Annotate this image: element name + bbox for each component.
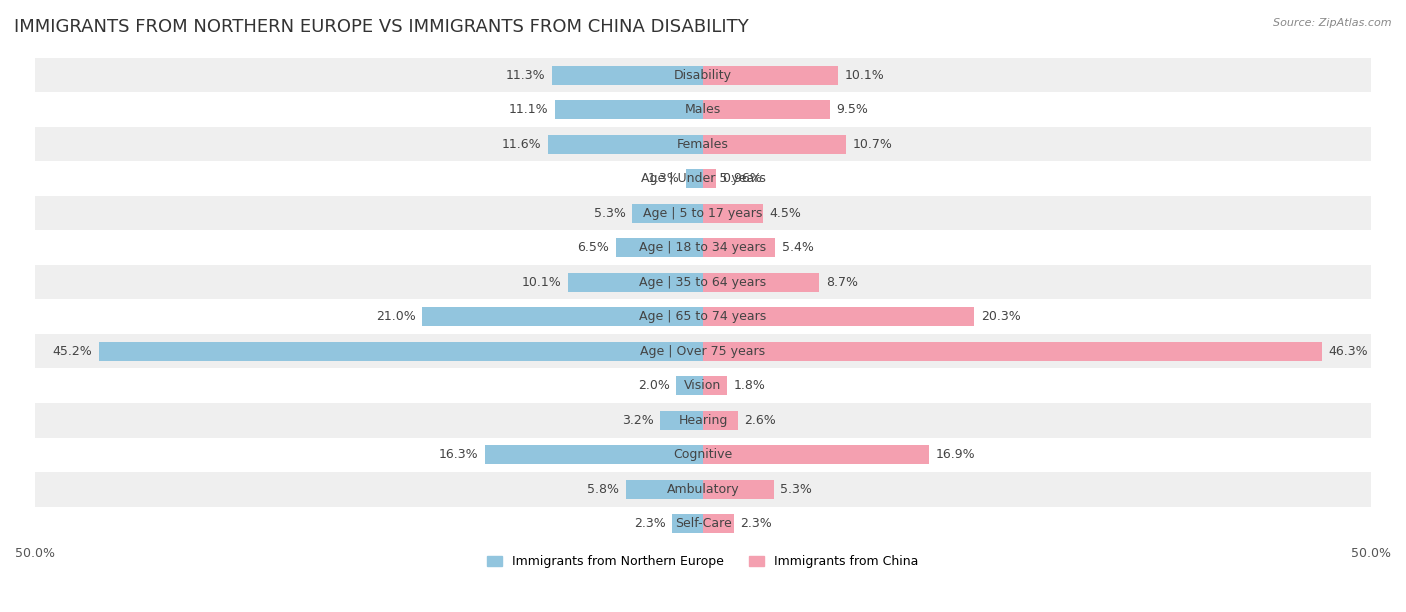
- Bar: [35, 127, 1371, 162]
- Bar: [703, 514, 734, 533]
- Bar: [703, 65, 838, 84]
- Bar: [633, 204, 703, 223]
- Text: 4.5%: 4.5%: [770, 207, 801, 220]
- Bar: [703, 238, 775, 257]
- Bar: [568, 273, 703, 292]
- Bar: [703, 376, 727, 395]
- Bar: [703, 204, 763, 223]
- Text: Males: Males: [685, 103, 721, 116]
- Bar: [703, 307, 974, 326]
- Text: 46.3%: 46.3%: [1329, 345, 1368, 358]
- Text: Vision: Vision: [685, 379, 721, 392]
- Bar: [703, 100, 830, 119]
- Text: 1.3%: 1.3%: [647, 172, 679, 185]
- Text: Age | Over 75 years: Age | Over 75 years: [641, 345, 765, 358]
- Text: Age | 65 to 74 years: Age | 65 to 74 years: [640, 310, 766, 323]
- Bar: [686, 169, 703, 188]
- Bar: [672, 514, 703, 533]
- Text: Age | 18 to 34 years: Age | 18 to 34 years: [640, 241, 766, 254]
- Text: 20.3%: 20.3%: [981, 310, 1021, 323]
- Text: Source: ZipAtlas.com: Source: ZipAtlas.com: [1274, 18, 1392, 28]
- Legend: Immigrants from Northern Europe, Immigrants from China: Immigrants from Northern Europe, Immigra…: [482, 550, 924, 573]
- Text: 45.2%: 45.2%: [52, 345, 93, 358]
- Bar: [35, 403, 1371, 438]
- Text: Cognitive: Cognitive: [673, 448, 733, 461]
- Text: 10.1%: 10.1%: [522, 275, 561, 289]
- Bar: [703, 135, 846, 154]
- Text: 11.3%: 11.3%: [506, 69, 546, 81]
- Text: 5.8%: 5.8%: [586, 483, 619, 496]
- Text: 9.5%: 9.5%: [837, 103, 869, 116]
- Bar: [676, 376, 703, 395]
- Text: Hearing: Hearing: [678, 414, 728, 427]
- Text: 2.3%: 2.3%: [634, 517, 665, 531]
- Bar: [703, 446, 929, 465]
- Text: 2.0%: 2.0%: [638, 379, 669, 392]
- Text: IMMIGRANTS FROM NORTHERN EUROPE VS IMMIGRANTS FROM CHINA DISABILITY: IMMIGRANTS FROM NORTHERN EUROPE VS IMMIG…: [14, 18, 749, 36]
- Bar: [703, 411, 738, 430]
- Bar: [555, 100, 703, 119]
- Bar: [703, 480, 773, 499]
- Bar: [35, 368, 1371, 403]
- Text: Age | 35 to 64 years: Age | 35 to 64 years: [640, 275, 766, 289]
- Bar: [661, 411, 703, 430]
- Bar: [35, 507, 1371, 541]
- Text: 5.3%: 5.3%: [780, 483, 813, 496]
- Bar: [100, 341, 703, 360]
- Text: 21.0%: 21.0%: [375, 310, 416, 323]
- Text: 6.5%: 6.5%: [578, 241, 609, 254]
- Text: 11.6%: 11.6%: [502, 138, 541, 151]
- Text: Females: Females: [678, 138, 728, 151]
- Bar: [35, 472, 1371, 507]
- Bar: [35, 58, 1371, 92]
- Bar: [422, 307, 703, 326]
- Bar: [35, 438, 1371, 472]
- Text: Age | 5 to 17 years: Age | 5 to 17 years: [644, 207, 762, 220]
- Bar: [35, 334, 1371, 368]
- Bar: [703, 273, 820, 292]
- Bar: [703, 169, 716, 188]
- Text: Ambulatory: Ambulatory: [666, 483, 740, 496]
- Text: Disability: Disability: [673, 69, 733, 81]
- Text: 5.3%: 5.3%: [593, 207, 626, 220]
- Bar: [35, 196, 1371, 231]
- Text: 16.9%: 16.9%: [935, 448, 976, 461]
- Bar: [548, 135, 703, 154]
- Bar: [35, 231, 1371, 265]
- Bar: [553, 65, 703, 84]
- Text: 8.7%: 8.7%: [825, 275, 858, 289]
- Text: 2.3%: 2.3%: [741, 517, 772, 531]
- Text: 16.3%: 16.3%: [439, 448, 478, 461]
- Bar: [485, 446, 703, 465]
- Text: 5.4%: 5.4%: [782, 241, 814, 254]
- Text: 10.7%: 10.7%: [852, 138, 893, 151]
- Text: 2.6%: 2.6%: [744, 414, 776, 427]
- Bar: [703, 341, 1322, 360]
- Bar: [35, 162, 1371, 196]
- Bar: [35, 299, 1371, 334]
- Text: 11.1%: 11.1%: [509, 103, 548, 116]
- Bar: [616, 238, 703, 257]
- Text: Self-Care: Self-Care: [675, 517, 731, 531]
- Text: 1.8%: 1.8%: [734, 379, 766, 392]
- Text: Age | Under 5 years: Age | Under 5 years: [641, 172, 765, 185]
- Bar: [626, 480, 703, 499]
- Text: 0.96%: 0.96%: [723, 172, 762, 185]
- Text: 10.1%: 10.1%: [845, 69, 884, 81]
- Bar: [35, 92, 1371, 127]
- Bar: [35, 265, 1371, 299]
- Text: 3.2%: 3.2%: [621, 414, 654, 427]
